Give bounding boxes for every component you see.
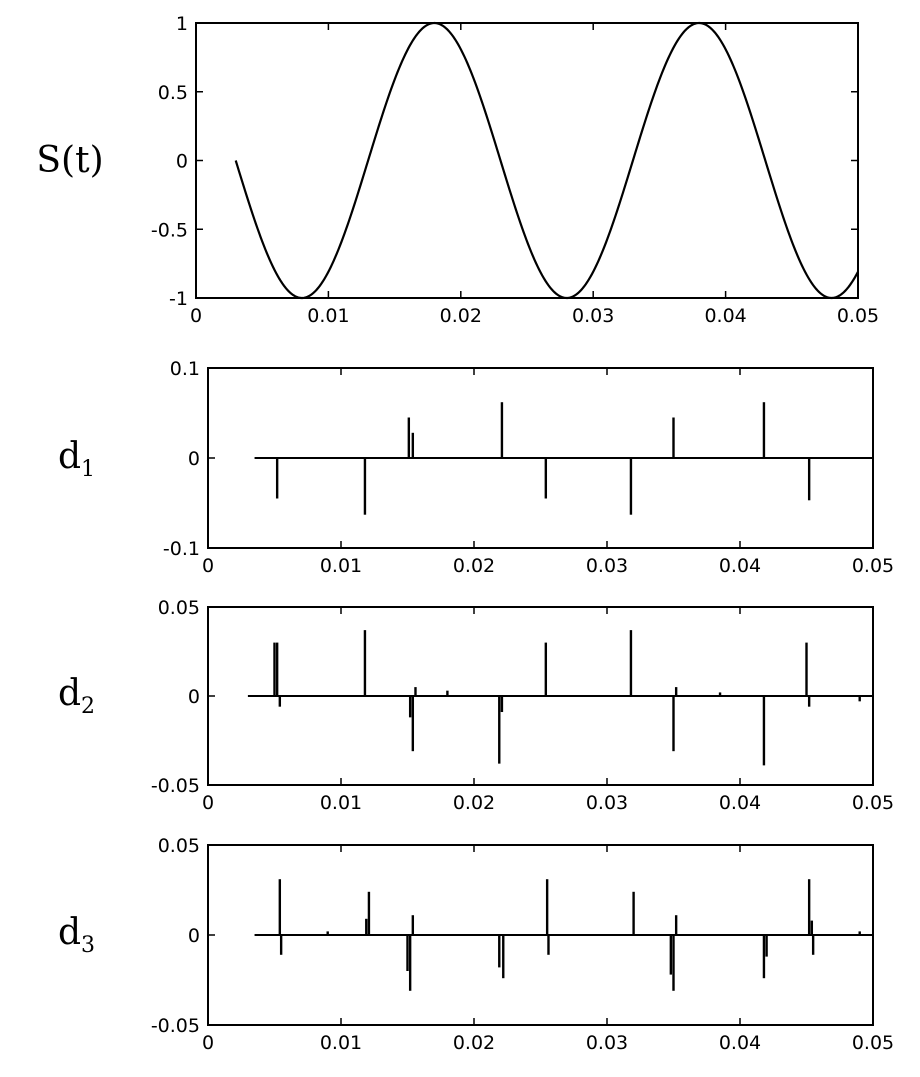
y-tick-label: 0.5 bbox=[158, 82, 188, 104]
y-tick-label: 0.1 bbox=[170, 358, 200, 380]
panel-d1: d1 0 0.01 0.02 0.03 0.04 0.050.10-0.1 bbox=[58, 358, 894, 577]
axis-ticks: 0 0.01 0.02 0.03 0.04 0.05 1 0.5 0 -0.5 -1 bbox=[151, 13, 879, 327]
y-axis-label-subscript: 3 bbox=[81, 933, 95, 958]
y-axis-label: d2 bbox=[58, 673, 95, 719]
x-tick-label: 0 bbox=[202, 1032, 214, 1054]
y-tick-label: 1 bbox=[176, 13, 188, 35]
y-tick-label: -0.05 bbox=[151, 775, 200, 797]
x-tick-label: 0.04 bbox=[719, 1032, 761, 1054]
x-tick-label: 0.02 bbox=[453, 792, 495, 814]
x-tick-label: 0.04 bbox=[719, 555, 761, 577]
x-tick-label: 0 bbox=[190, 305, 202, 327]
y-axis-label-main: d bbox=[58, 673, 81, 714]
x-tick-label: 0.05 bbox=[852, 1032, 894, 1054]
x-tick-label: 0.03 bbox=[586, 1032, 628, 1054]
x-tick-label: 0.02 bbox=[453, 555, 495, 577]
x-tick-label: 0.03 bbox=[586, 555, 628, 577]
axis-ticks: 0 0.01 0.02 0.03 0.04 0.050.050-0.05 bbox=[151, 835, 894, 1054]
coefficient-stems bbox=[254, 402, 873, 515]
panel-d2: d2 0 0.01 0.02 0.03 0.04 0.050.050-0.05 bbox=[58, 597, 894, 814]
y-tick-label: -1 bbox=[169, 288, 188, 310]
x-tick-label: 0.05 bbox=[852, 555, 894, 577]
y-axis-label: S(t) bbox=[36, 140, 103, 181]
y-tick-label: -0.5 bbox=[151, 219, 188, 241]
x-tick-label: 0.04 bbox=[719, 792, 761, 814]
axis-ticks: 0 0.01 0.02 0.03 0.04 0.050.10-0.1 bbox=[163, 358, 894, 577]
y-axis-label-main: d bbox=[58, 912, 81, 953]
x-tick-label: 0.05 bbox=[837, 305, 879, 327]
y-tick-label: 0.05 bbox=[158, 835, 200, 857]
y-tick-label: -0.1 bbox=[163, 538, 200, 560]
panel-d3: d3 0 0.01 0.02 0.03 0.04 0.050.050-0.05 bbox=[58, 835, 894, 1054]
plot-frame bbox=[195, 22, 859, 299]
y-axis-label-subscript: 1 bbox=[81, 457, 95, 482]
x-tick-label: 0.03 bbox=[572, 305, 614, 327]
y-axis-label-main: d bbox=[58, 436, 81, 477]
x-tick-label: 0.01 bbox=[320, 1032, 362, 1054]
axis-ticks: 0 0.01 0.02 0.03 0.04 0.050.050-0.05 bbox=[151, 597, 894, 814]
panel-signal: S(t) 0 0.01 0.02 0.03 0.04 0.05 1 0.5 0 -0.5 -1 bbox=[36, 13, 879, 327]
y-tick-label: 0 bbox=[176, 151, 188, 173]
y-axis-label-subscript: 2 bbox=[81, 694, 95, 719]
x-tick-label: 0.01 bbox=[307, 305, 349, 327]
signal-series bbox=[234, 21, 859, 300]
x-tick-label: 0.01 bbox=[320, 555, 362, 577]
x-tick-label: 0.01 bbox=[320, 792, 362, 814]
coefficient-stems bbox=[254, 879, 873, 991]
x-tick-label: 0 bbox=[202, 555, 214, 577]
x-tick-label: 0.04 bbox=[704, 305, 746, 327]
y-tick-label: 0 bbox=[188, 925, 200, 947]
y-tick-label: 0.05 bbox=[158, 597, 200, 619]
x-tick-label: 0.02 bbox=[440, 305, 482, 327]
y-axis-label: d1 bbox=[58, 436, 95, 482]
x-tick-label: 0.03 bbox=[586, 792, 628, 814]
x-tick-label: 0.05 bbox=[852, 792, 894, 814]
y-tick-label: 0 bbox=[188, 686, 200, 708]
x-tick-label: 0.02 bbox=[453, 1032, 495, 1054]
y-axis-label: d3 bbox=[58, 912, 95, 958]
coefficient-stems bbox=[247, 630, 873, 766]
x-tick-label: 0 bbox=[202, 792, 214, 814]
y-tick-label: -0.05 bbox=[151, 1015, 200, 1037]
y-tick-label: 0 bbox=[188, 448, 200, 470]
signal-line bbox=[234, 21, 859, 300]
